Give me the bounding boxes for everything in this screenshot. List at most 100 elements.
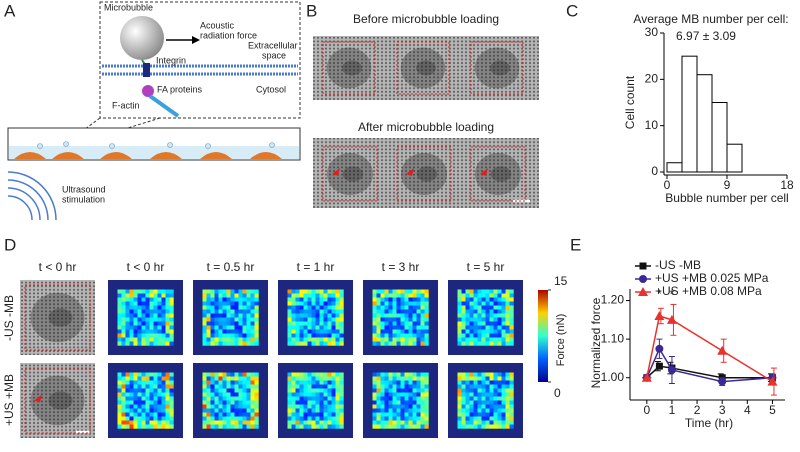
heatmap-cell <box>457 293 462 298</box>
heatmap-cell <box>161 317 166 322</box>
heatmap-cell <box>234 376 239 381</box>
heatmap-cell <box>372 372 377 377</box>
heatmap-cell <box>230 424 235 429</box>
heatmap-cell <box>141 388 146 393</box>
heatmap-cell <box>291 309 296 314</box>
heatmap-cell <box>473 380 478 385</box>
heatmap-cell <box>230 376 235 381</box>
diagram-a: Microbubble Acoustic radiation force Ext… <box>7 1 301 221</box>
heatmap-cell <box>165 321 170 326</box>
heatmap-cell <box>226 309 231 314</box>
heatmap-cell <box>384 424 389 429</box>
heatmap-cell <box>335 337 340 342</box>
heatmap-cell <box>384 412 389 417</box>
heatmap-cell <box>169 329 174 334</box>
heatmap-cell <box>461 341 466 346</box>
heatmap-cell <box>376 317 381 322</box>
heatmap-cell <box>376 412 381 417</box>
heatmap-cell <box>477 408 482 413</box>
heatmap-cell <box>489 297 494 302</box>
heatmap-cell <box>331 388 336 393</box>
heatmap-cell <box>242 325 247 330</box>
heatmap-cell <box>117 325 122 330</box>
heatmap-cell <box>242 321 247 326</box>
heatmap-cell <box>315 372 320 377</box>
heatmap-cell <box>117 329 122 334</box>
heatmap-cell <box>331 293 336 298</box>
heatmap-cell <box>404 305 409 310</box>
heatmap-cell <box>505 301 510 306</box>
heatmap-cell <box>303 305 308 310</box>
heatmap-cell <box>501 392 506 397</box>
heatmap-cell <box>388 297 393 302</box>
heatmap-cell <box>117 400 122 405</box>
heatmap-cell <box>384 392 389 397</box>
heatmap-cell <box>473 321 478 326</box>
nucleus <box>416 166 438 182</box>
heatmap-cell <box>404 297 409 302</box>
heatmap-cell <box>129 309 134 314</box>
heatmap-cell <box>396 313 401 318</box>
heatmap-cell <box>392 396 397 401</box>
heatmap-cell <box>145 301 150 306</box>
panel-letter: C <box>566 1 578 20</box>
heatmap-cell <box>254 416 259 421</box>
heatmap-cell <box>505 333 510 338</box>
heatmap-cell <box>400 396 405 401</box>
heatmap-cell <box>404 420 409 425</box>
heatmap-cell <box>226 333 231 338</box>
heatmap-cell <box>489 289 494 294</box>
heatmap-cell <box>327 404 332 409</box>
heatmap-cell <box>218 297 223 302</box>
heatmap-cell <box>226 341 231 346</box>
heatmap-cell <box>485 297 490 302</box>
heatmap-cell <box>137 392 142 397</box>
heatmap-cell <box>254 305 259 310</box>
heatmap-cell <box>424 372 429 377</box>
heatmap-cell <box>141 420 146 425</box>
heatmap-cell <box>501 309 506 314</box>
heatmap-cell <box>238 376 243 381</box>
heatmap-cell <box>335 313 340 318</box>
heatmap-cell <box>242 372 247 377</box>
heatmap-cell <box>307 313 312 318</box>
heatmap-cell <box>376 392 381 397</box>
heatmap-cell <box>376 293 381 298</box>
heatmap-cell <box>489 424 494 429</box>
heatmap-cell <box>319 333 324 338</box>
heatmap-cell <box>485 293 490 298</box>
heatmap-cell <box>396 305 401 310</box>
heatmap-cell <box>505 317 510 322</box>
heatmap-cell <box>477 293 482 298</box>
column-header: t = 1 hr <box>297 260 335 274</box>
heatmap-cell <box>319 293 324 298</box>
heatmap-cell <box>416 333 421 338</box>
heatmap-cell <box>424 329 429 334</box>
heatmap-cell <box>287 416 292 421</box>
heatmap-cell <box>299 341 304 346</box>
heatmap-cell <box>234 424 239 429</box>
heatmap-cell <box>509 376 514 381</box>
marker <box>767 376 778 386</box>
heatmap-cell <box>416 380 421 385</box>
heatmap-cell <box>408 313 413 318</box>
heatmap-cell <box>311 313 316 318</box>
heatmap-cell <box>339 293 344 298</box>
heatmap-cell <box>295 305 300 310</box>
heatmap-cell <box>250 317 255 322</box>
heatmap-cell <box>315 384 320 389</box>
heatmap-cell <box>161 293 166 298</box>
heatmap-cell <box>157 408 162 413</box>
heatmap-cell <box>327 388 332 393</box>
heatmap-cell <box>420 392 425 397</box>
heatmap-cell <box>291 388 296 393</box>
heatmap-cell <box>465 404 470 409</box>
heatmap-cell <box>291 305 296 310</box>
heatmap-cell <box>117 396 122 401</box>
heatmap-cell <box>218 325 223 330</box>
heatmap-cell <box>315 380 320 385</box>
heatmap-cell <box>287 384 292 389</box>
heatmap-cell <box>303 416 308 421</box>
heatmap-cell <box>384 329 389 334</box>
heatmap-cell <box>331 297 336 302</box>
